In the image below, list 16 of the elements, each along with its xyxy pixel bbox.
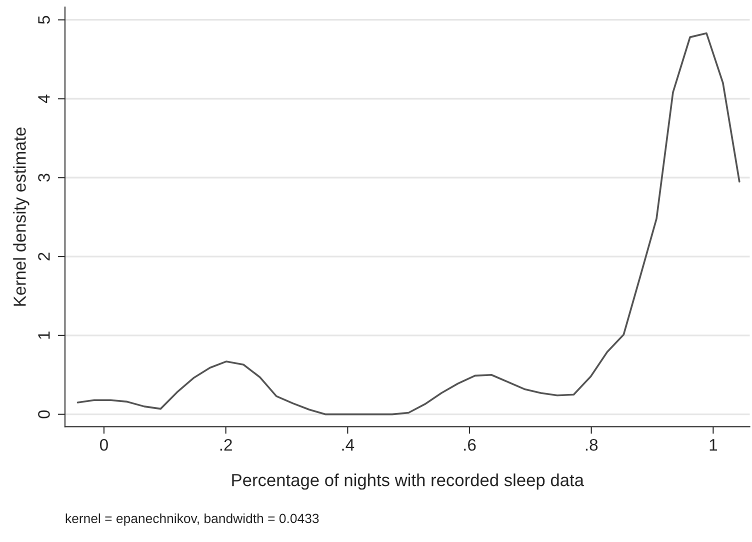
y-tick-label: 3 xyxy=(38,174,50,182)
x-axis-title: Percentage of nights with recorded sleep data xyxy=(232,474,584,490)
y-tick-label: 2 xyxy=(38,252,50,260)
y-axis-title: Kernel density estimate xyxy=(13,128,30,306)
y-tick-label: 0 xyxy=(38,410,50,418)
x-tick-label: 1 xyxy=(710,439,718,451)
x-tick-label: 0 xyxy=(100,438,108,451)
x-tick-label: .6 xyxy=(464,438,476,451)
x-tick-label: .4 xyxy=(342,439,354,451)
x-tick-label: .2 xyxy=(220,438,232,451)
text: kernel = epanechnikov, bandwidth = 0.0433 xyxy=(66,513,319,526)
line-series xyxy=(76,32,740,416)
y-tick-label: 5 xyxy=(38,16,50,24)
y-tick-label: 1 xyxy=(38,332,50,339)
x-tick-label: .8 xyxy=(586,438,598,451)
y-tick-label: 4 xyxy=(38,94,50,103)
